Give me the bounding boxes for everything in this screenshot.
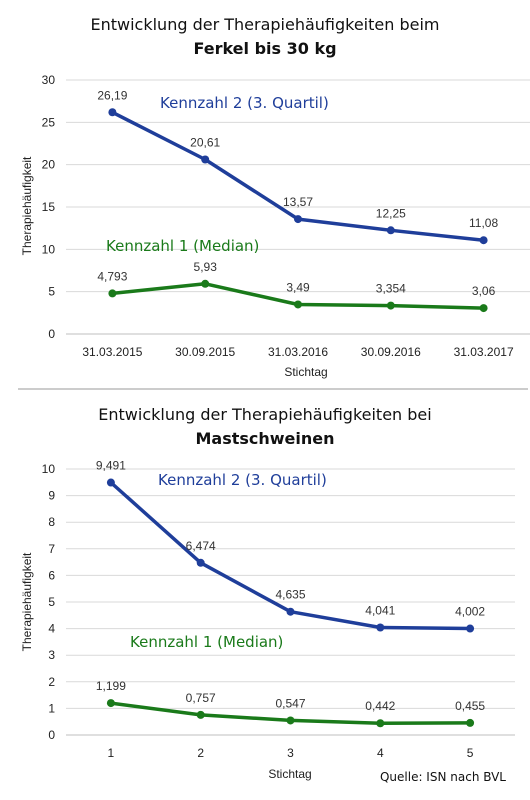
y-tick-label: 3 [48,648,55,662]
series-line [109,480,472,631]
series-label-q3: Kennzahl 2 (3. Quartil) [158,471,327,489]
x-tick-label: 2 [197,746,204,760]
data-label: 9,491 [96,459,126,473]
x-tick-label: 3 [287,746,294,760]
y-tick-label: 9 [48,489,55,503]
data-label: 4,635 [275,588,305,602]
source-note: Quelle: ISN nach BVL [380,770,506,784]
data-point [108,108,117,117]
x-tick-label: 1 [108,746,115,760]
series-label-q3: Kennzahl 2 (3. Quartil) [160,94,329,112]
x-tick-label: 30.09.2015 [175,345,235,359]
x-tick-label: 30.09.2016 [361,345,421,359]
data-point [106,478,115,487]
data-point [466,624,475,633]
data-label: 3,49 [286,280,310,294]
y-tick-label: 15 [42,200,56,214]
y-tick-label: 4 [48,622,55,636]
data-point [376,623,385,632]
data-label: 0,442 [365,699,395,713]
y-tick-label: 0 [48,728,55,742]
data-label: 0,455 [455,699,485,713]
x-tick-label: 5 [467,746,474,760]
y-tick-label: 2 [48,675,55,689]
data-point [294,215,302,224]
data-point [108,289,117,298]
data-label: 6,474 [186,539,216,553]
chart-mastschweine: Entwicklung der Therapiehäufigkeiten bei… [20,405,515,781]
data-label: 5,93 [194,260,218,274]
data-label: 12,25 [376,206,406,220]
series-label-median: Kennzahl 1 (Median) [130,633,283,651]
data-point [201,155,210,164]
data-point [386,301,395,310]
data-point [196,558,205,567]
data-label: 20,61 [190,136,220,150]
y-tick-label: 5 [48,595,55,609]
y-tick-label: 20 [42,158,56,172]
data-label: 4,041 [365,604,395,618]
data-point [479,236,488,245]
data-label: 26,19 [97,88,127,102]
y-tick-label: 30 [42,73,56,87]
data-label: 13,57 [283,195,313,209]
x-tick-label: 4 [377,746,384,760]
data-point [294,300,302,309]
x-tick-label: 31.03.2015 [82,345,142,359]
chart-subtitle: Mastschweinen [195,429,334,448]
y-tick-label: 6 [48,568,55,582]
data-point [386,226,395,235]
data-point [286,716,295,725]
data-point [466,718,475,727]
data-point [479,304,488,313]
data-label: 11,08 [469,216,498,230]
data-label: 3,354 [376,282,406,296]
y-tick-label: 1 [48,701,55,715]
y-tick-label: 10 [42,242,56,256]
x-axis-label: Stichtag [268,767,311,781]
data-label: 0,547 [275,696,305,710]
y-tick-label: 5 [48,285,55,299]
chart-title: Entwicklung der Therapiehäufigkeiten bei… [90,15,439,34]
x-tick-label: 31.03.2016 [268,345,328,359]
data-point [286,607,295,616]
y-tick-label: 7 [48,542,55,556]
x-tick-label: 31.03.2017 [454,345,514,359]
data-point [376,719,385,728]
y-tick-label: 0 [48,327,55,341]
y-tick-label: 25 [42,115,56,129]
x-axis-label: Stichtag [284,365,327,379]
data-point [196,710,205,719]
data-point [106,699,115,708]
data-label: 4,793 [97,269,127,283]
chart-subtitle: Ferkel bis 30 kg [193,39,336,58]
data-label: 1,199 [96,679,126,693]
data-label: 3,06 [472,284,496,298]
data-point [201,279,210,288]
y-tick-label: 10 [42,462,56,476]
data-label: 4,002 [455,605,485,619]
chart-title: Entwicklung der Therapiehäufigkeiten bei [98,405,431,424]
y-axis-label: Therapiehäufigkeit [20,156,34,255]
y-axis-label: Therapiehäufigkeit [20,552,34,651]
y-tick-label: 8 [48,515,55,529]
data-label: 0,757 [186,691,216,705]
series-label-median: Kennzahl 1 (Median) [106,237,259,255]
chart-ferkel: Entwicklung der Therapiehäufigkeiten bei… [20,15,530,379]
